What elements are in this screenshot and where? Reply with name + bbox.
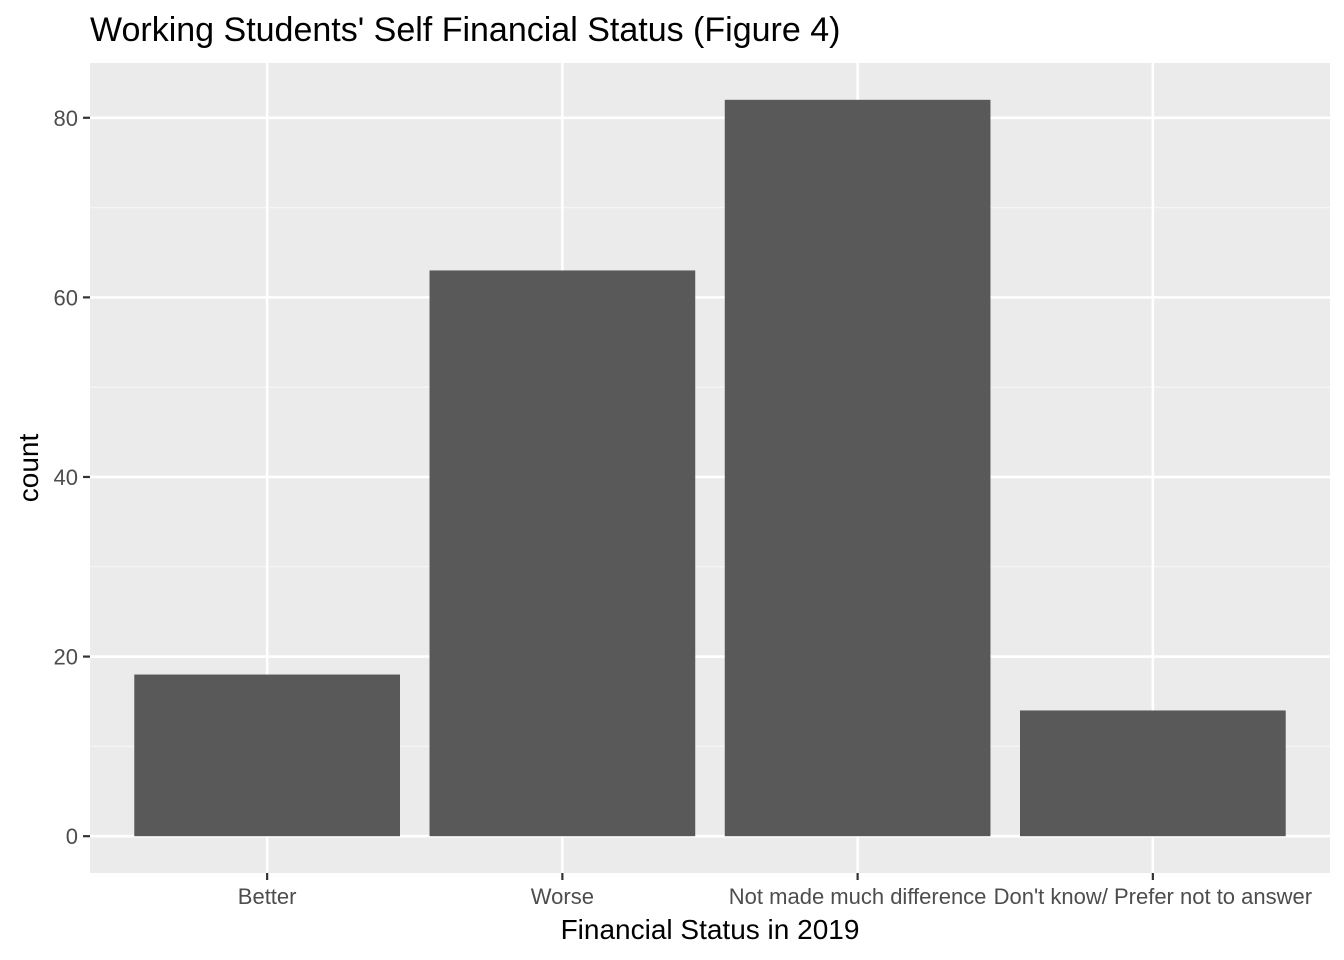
y-axis-title: count — [13, 434, 44, 503]
y-axis: 0 20 40 60 80 — [54, 106, 90, 849]
bar — [429, 270, 696, 837]
bar — [724, 99, 991, 837]
y-tick-label: 20 — [54, 645, 78, 670]
bar — [1020, 710, 1286, 837]
y-tick-label: 40 — [54, 465, 78, 490]
x-tick-label: Worse — [531, 884, 594, 909]
x-axis: Better Worse Not made much difference Don't… — [238, 873, 1312, 909]
y-tick-label: 80 — [54, 106, 78, 131]
bar — [134, 674, 401, 837]
y-tick-label: 0 — [66, 824, 78, 849]
chart-title: Working Students' Self Financial Status … — [90, 11, 840, 49]
bars — [134, 99, 1286, 837]
y-tick-label: 60 — [54, 285, 78, 310]
x-tick-label: Not made much difference — [729, 884, 987, 909]
x-tick-label: Better — [238, 884, 297, 909]
x-axis-title: Financial Status in 2019 — [561, 914, 860, 945]
x-tick-label: Don't know/ Prefer not to answer — [994, 884, 1312, 909]
